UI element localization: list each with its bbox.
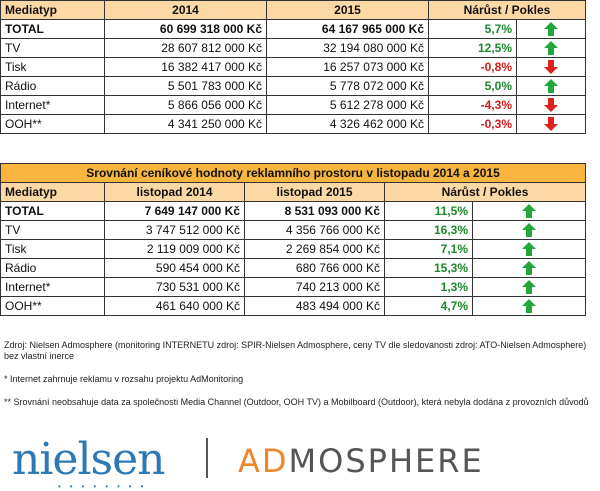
value-b: 680 766 000 Kč	[244, 258, 385, 278]
row-label: OOH**	[0, 296, 105, 316]
table-row: Rádio 590 454 000 Kč 680 766 000 Kč 15,3%	[0, 258, 587, 278]
change-value: 5,7%	[428, 19, 517, 39]
arrow-up-icon	[515, 38, 587, 58]
change-value: 12,5%	[428, 38, 517, 58]
table-row: TOTAL 7 649 147 000 Kč 8 531 093 000 Kč 11,…	[0, 201, 587, 221]
value-a: 461 640 000 Kč	[104, 296, 245, 316]
value-b: 4 326 462 000 Kč	[266, 114, 429, 134]
table-row: Tisk 16 382 417 000 Kč 16 257 073 000 Kč -0…	[0, 57, 587, 77]
footnotes: Zdroj: Nielsen Admosphere (monitoring IN…	[4, 340, 594, 420]
value-b: 5 778 072 000 Kč	[266, 76, 429, 96]
table-2014-2015: Mediatyp 2014 2015 Nárůst / Pokles TOTAL…	[0, 0, 587, 134]
arrow-down-icon	[515, 95, 587, 115]
ooh-note: ** Srovnání neobsahuje data za společnos…	[4, 397, 589, 407]
change-value: 4,7%	[384, 296, 473, 316]
row-label: TV	[0, 220, 105, 240]
admosphere-logo: ADMOSPHERE	[238, 442, 484, 480]
row-label: Internet*	[0, 95, 105, 115]
value-a: 4 341 250 000 Kč	[104, 114, 267, 134]
table-row: Tisk 2 119 009 000 Kč 2 269 854 000 Kč 7,1%	[0, 239, 587, 259]
value-b: 2 269 854 000 Kč	[244, 239, 385, 259]
row-label: Rádio	[0, 76, 105, 96]
table-row: TOTAL 60 699 318 000 Kč 64 167 965 000 Kč 5…	[0, 19, 587, 39]
change-value: -0,3%	[428, 114, 517, 134]
value-b: 483 494 000 Kč	[244, 296, 385, 316]
value-a: 5 501 783 000 Kč	[104, 76, 267, 96]
header-nov-2015: listopad 2015	[244, 182, 385, 202]
table-row: Rádio 5 501 783 000 Kč 5 778 072 000 Kč 5,0…	[0, 76, 587, 96]
value-b: 16 257 073 000 Kč	[266, 57, 429, 77]
value-b: 64 167 965 000 Kč	[266, 19, 429, 39]
row-label: TV	[0, 38, 105, 58]
value-b: 8 531 093 000 Kč	[244, 201, 385, 221]
arrow-down-icon	[515, 114, 587, 134]
row-label: TOTAL	[0, 19, 105, 39]
arrow-down-icon	[515, 57, 587, 77]
change-value: -0,8%	[428, 57, 517, 77]
arrow-up-icon	[471, 201, 587, 221]
value-b: 4 356 766 000 Kč	[244, 220, 385, 240]
header-mediatyp: Mediatyp	[0, 0, 105, 20]
value-a: 2 119 009 000 Kč	[104, 239, 245, 259]
value-a: 60 699 318 000 Kč	[104, 19, 267, 39]
arrow-up-icon	[471, 296, 587, 316]
value-a: 28 607 812 000 Kč	[104, 38, 267, 58]
change-value: 5,0%	[428, 76, 517, 96]
value-a: 590 454 000 Kč	[104, 258, 245, 278]
header-2014: 2014	[104, 0, 267, 20]
row-label: Internet*	[0, 277, 105, 297]
value-a: 7 649 147 000 Kč	[104, 201, 245, 221]
table-row: OOH** 461 640 000 Kč 483 494 000 Kč 4,7%	[0, 296, 587, 316]
table-row: OOH** 4 341 250 000 Kč 4 326 462 000 Kč -0,…	[0, 114, 587, 134]
table-title: Srovnání ceníkové hodnoty reklamního pro…	[0, 163, 587, 183]
logo-divider	[206, 438, 208, 478]
row-label: Rádio	[0, 258, 105, 278]
row-label: Tisk	[0, 57, 105, 77]
value-b: 32 194 080 000 Kč	[266, 38, 429, 58]
value-a: 5 866 056 000 Kč	[104, 95, 267, 115]
value-a: 16 382 417 000 Kč	[104, 57, 267, 77]
change-value: 16,3%	[384, 220, 473, 240]
table-row: TV 28 607 812 000 Kč 32 194 080 000 Kč 12,5…	[0, 38, 587, 58]
nielsen-logo: nielsen	[12, 434, 165, 485]
nielsen-dots: ••••••••	[58, 482, 153, 491]
header-change: Nárůst / Pokles	[427, 0, 587, 20]
table-november: Srovnání ceníkové hodnoty reklamního pro…	[0, 163, 587, 316]
table-row: Internet* 5 866 056 000 Kč 5 612 278 000 K…	[0, 95, 587, 115]
value-b: 740 213 000 Kč	[244, 277, 385, 297]
change-value: 1,3%	[384, 277, 473, 297]
header-change: Nárůst / Pokles	[383, 182, 587, 202]
value-a: 730 531 000 Kč	[104, 277, 245, 297]
change-value: 7,1%	[384, 239, 473, 259]
header-mediatyp: Mediatyp	[0, 182, 105, 202]
table-title-row: Srovnání ceníkové hodnoty reklamního pro…	[0, 163, 587, 183]
change-value: 11,5%	[384, 201, 473, 221]
row-label: TOTAL	[0, 201, 105, 221]
source-note: Zdroj: Nielsen Admosphere (monitoring IN…	[4, 340, 587, 361]
internet-note: * Internet zahrnuje reklamu v rozsahu pr…	[4, 374, 244, 384]
table-row: TV 3 747 512 000 Kč 4 356 766 000 Kč 16,3%	[0, 220, 587, 240]
arrow-up-icon	[471, 220, 587, 240]
row-label: Tisk	[0, 239, 105, 259]
change-value: -4,3%	[428, 95, 517, 115]
arrow-up-icon	[471, 277, 587, 297]
header-nov-2014: listopad 2014	[104, 182, 245, 202]
arrow-up-icon	[471, 258, 587, 278]
change-value: 15,3%	[384, 258, 473, 278]
table-header: Mediatyp listopad 2014 listopad 2015 Nár…	[0, 182, 587, 202]
table-row: Internet* 730 531 000 Kč 740 213 000 Kč 1,3…	[0, 277, 587, 297]
table-header: Mediatyp 2014 2015 Nárůst / Pokles	[0, 0, 587, 20]
logo-bar: nielsen •••••••• ADMOSPHERE	[0, 420, 600, 491]
arrow-up-icon	[515, 19, 587, 39]
row-label: OOH**	[0, 114, 105, 134]
value-b: 5 612 278 000 Kč	[266, 95, 429, 115]
arrow-up-icon	[471, 239, 587, 259]
value-a: 3 747 512 000 Kč	[104, 220, 245, 240]
arrow-up-icon	[515, 76, 587, 96]
header-2015: 2015	[266, 0, 429, 20]
